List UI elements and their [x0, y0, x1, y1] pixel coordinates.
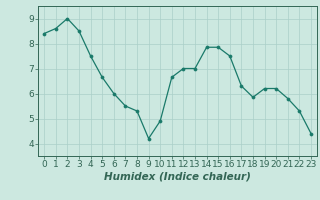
X-axis label: Humidex (Indice chaleur): Humidex (Indice chaleur): [104, 172, 251, 182]
